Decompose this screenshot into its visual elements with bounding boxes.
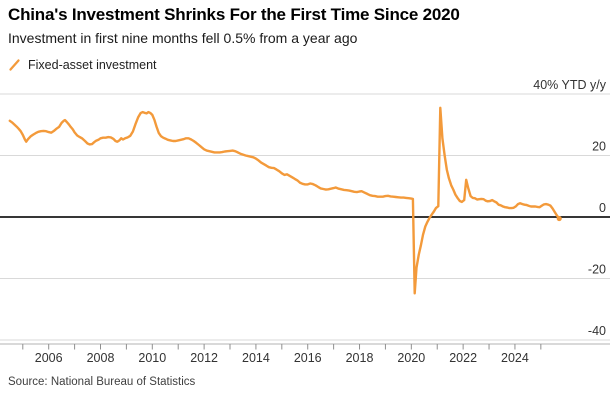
x-tick-label: 2008 [87,351,115,365]
y-tick-label: 40% YTD y/y [533,78,606,92]
x-tick-label: 2024 [501,351,529,365]
source-note: Source: National Bureau of Statistics [8,376,196,388]
x-tick-label: 2012 [190,351,218,365]
chart-subtitle: Investment in first nine months fell 0.5… [8,30,358,46]
series-line [8,106,561,295]
series-end-dot [556,215,562,222]
x-tick-label: 2014 [242,351,270,365]
legend-series-label: Fixed-asset investment [28,58,157,72]
x-tick-label: 2018 [346,351,374,365]
y-tick-label: -20 [588,263,606,277]
x-tick-label: 2010 [138,351,166,365]
y-tick-label: 0 [599,201,606,215]
chart-title: China's Investment Shrinks For the First… [8,5,460,24]
x-tick-label: 2022 [449,351,477,365]
y-tick-label: -40 [588,324,606,338]
legend: Fixed-asset investment [8,57,157,73]
y-tick-label: 20 [592,140,606,154]
x-tick-label: 2020 [397,351,425,365]
x-tick-label: 2016 [294,351,322,365]
x-tick-label: 2006 [35,351,63,365]
orange-slash-icon [9,59,20,71]
